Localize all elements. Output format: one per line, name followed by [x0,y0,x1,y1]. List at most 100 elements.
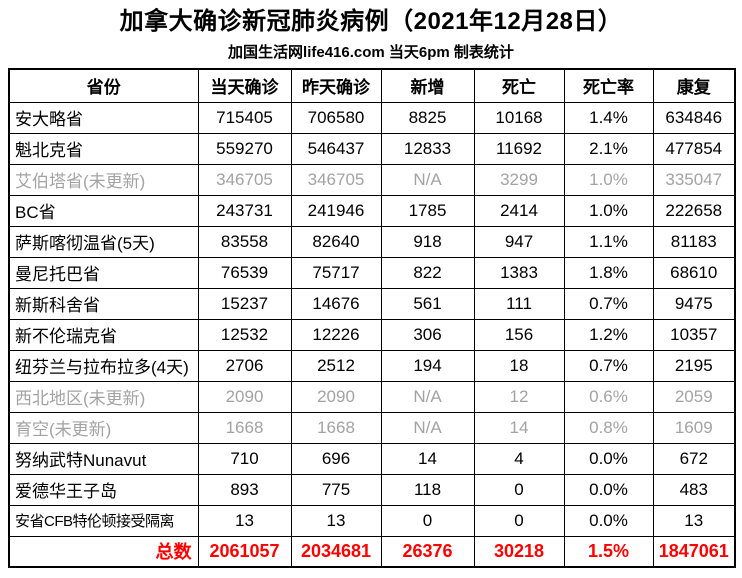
table-row: 新斯科舍省 15237 14676 561 111 0.7% 9475 [8,287,736,320]
col-header-today: 当天确诊 [197,68,292,103]
cell-new: N/A [380,163,475,196]
cell-deaths: 0 [473,504,565,537]
cell-today: 15237 [197,287,292,320]
table-row: BC省 243731 241946 1785 2414 1.0% 222658 [8,194,736,227]
cell-new: N/A [380,411,475,444]
table-row: 萨斯喀彻温省(5天) 83558 82640 918 947 1.1% 81183 [8,225,736,258]
cell-yesterday: 14676 [290,287,382,320]
col-header-recovered: 康复 [652,68,736,103]
table-row: 安省CFB特伦顿接受隔离 13 13 0 0 0.0% 13 [8,504,736,537]
cell-recovered: 335047 [652,163,736,196]
cell-new: 1785 [380,194,475,227]
cell-new: 918 [380,225,475,258]
cell-deaths: 4 [473,442,565,475]
col-header-province: 省份 [8,68,199,103]
cell-recovered: 68610 [652,256,736,289]
table-row: 魁北克省 559270 546437 12833 11692 2.1% 477854 [8,132,736,165]
total-deaths: 30218 [473,535,565,568]
table-body: 安大略省 715405 706580 8825 10168 1.4% 634846 魁北克省 5… [8,101,736,537]
page-title: 加拿大确诊新冠肺炎病例（2021年12月28日） [119,8,623,35]
table-row: 安大略省 715405 706580 8825 10168 1.4% 634846 [8,101,736,134]
cell-death-rate: 0.7% [563,287,654,320]
cell-death-rate: 0.7% [563,349,654,382]
cell-death-rate: 1.8% [563,256,654,289]
cell-recovered: 10357 [652,318,736,351]
cell-province: 努纳武特Nunavut [8,442,199,475]
cell-province: BC省 [8,194,199,227]
cell-new: 12833 [380,132,475,165]
cell-province: 新不伦瑞克省 [8,318,199,351]
cell-province: 安大略省 [8,101,199,134]
cell-recovered: 477854 [652,132,736,165]
cell-new: 194 [380,349,475,382]
col-header-deaths: 死亡 [473,68,565,103]
cell-recovered: 672 [652,442,736,475]
cell-yesterday: 2090 [290,380,382,413]
cell-yesterday: 12226 [290,318,382,351]
total-death-rate: 1.5% [563,535,654,568]
cell-today: 83558 [197,225,292,258]
cell-deaths: 2414 [473,194,565,227]
cell-death-rate: 1.0% [563,163,654,196]
cell-yesterday: 2512 [290,349,382,382]
table-row: 育空(未更新) 1668 1668 N/A 14 0.8% 1609 [8,411,736,444]
cell-recovered: 634846 [652,101,736,134]
cell-yesterday: 706580 [290,101,382,134]
table-row: 西北地区(未更新) 2090 2090 N/A 12 0.6% 2059 [8,380,736,413]
cell-recovered: 9475 [652,287,736,320]
table-row: 努纳武特Nunavut 710 696 14 4 0.0% 672 [8,442,736,475]
cell-province: 艾伯塔省(未更新) [8,163,199,196]
cell-today: 893 [197,473,292,506]
cell-death-rate: 1.2% [563,318,654,351]
cell-new: N/A [380,380,475,413]
cell-new: 822 [380,256,475,289]
cell-recovered: 483 [652,473,736,506]
cell-today: 715405 [197,101,292,134]
cell-today: 13 [197,504,292,537]
cell-today: 2090 [197,380,292,413]
cell-recovered: 13 [652,504,736,537]
cell-deaths: 12 [473,380,565,413]
cell-death-rate: 0.6% [563,380,654,413]
cell-yesterday: 13 [290,504,382,537]
cell-new: 8825 [380,101,475,134]
cell-yesterday: 546437 [290,132,382,165]
cell-recovered: 2195 [652,349,736,382]
cell-deaths: 18 [473,349,565,382]
cell-yesterday: 346705 [290,163,382,196]
cell-province: 纽芬兰与拉布拉多(4天) [8,349,199,382]
cell-new: 561 [380,287,475,320]
cell-deaths: 1383 [473,256,565,289]
cell-province: 魁北克省 [8,132,199,165]
col-header-new: 新增 [380,68,475,103]
table-header-row: 省份 当天确诊 昨天确诊 新增 死亡 死亡率 康复 [8,68,736,103]
cell-new: 118 [380,473,475,506]
table-row: 曼尼托巴省 76539 75717 822 1383 1.8% 68610 [8,256,736,289]
cell-deaths: 11692 [473,132,565,165]
cell-today: 12532 [197,318,292,351]
cell-today: 1668 [197,411,292,444]
total-recovered: 1847061 [652,535,736,568]
cell-new: 0 [380,504,475,537]
cell-deaths: 10168 [473,101,565,134]
cell-death-rate: 0.8% [563,411,654,444]
cell-deaths: 111 [473,287,565,320]
cell-yesterday: 82640 [290,225,382,258]
cell-recovered: 1609 [652,411,736,444]
table-row: 艾伯塔省(未更新) 346705 346705 N/A 3299 1.0% 335047 [8,163,736,196]
total-today: 2061057 [197,535,292,568]
cell-province: 育空(未更新) [8,411,199,444]
table-row: 纽芬兰与拉布拉多(4天) 2706 2512 194 18 0.7% 2195 [8,349,736,382]
cell-death-rate: 1.1% [563,225,654,258]
cell-deaths: 14 [473,411,565,444]
cell-recovered: 2059 [652,380,736,413]
cell-province: 萨斯喀彻温省(5天) [8,225,199,258]
cell-province: 西北地区(未更新) [8,380,199,413]
cell-recovered: 222658 [652,194,736,227]
cell-province: 爱德华王子岛 [8,473,199,506]
cell-death-rate: 1.0% [563,194,654,227]
cell-yesterday: 75717 [290,256,382,289]
cell-today: 710 [197,442,292,475]
total-new: 26376 [380,535,475,568]
cell-province: 曼尼托巴省 [8,256,199,289]
